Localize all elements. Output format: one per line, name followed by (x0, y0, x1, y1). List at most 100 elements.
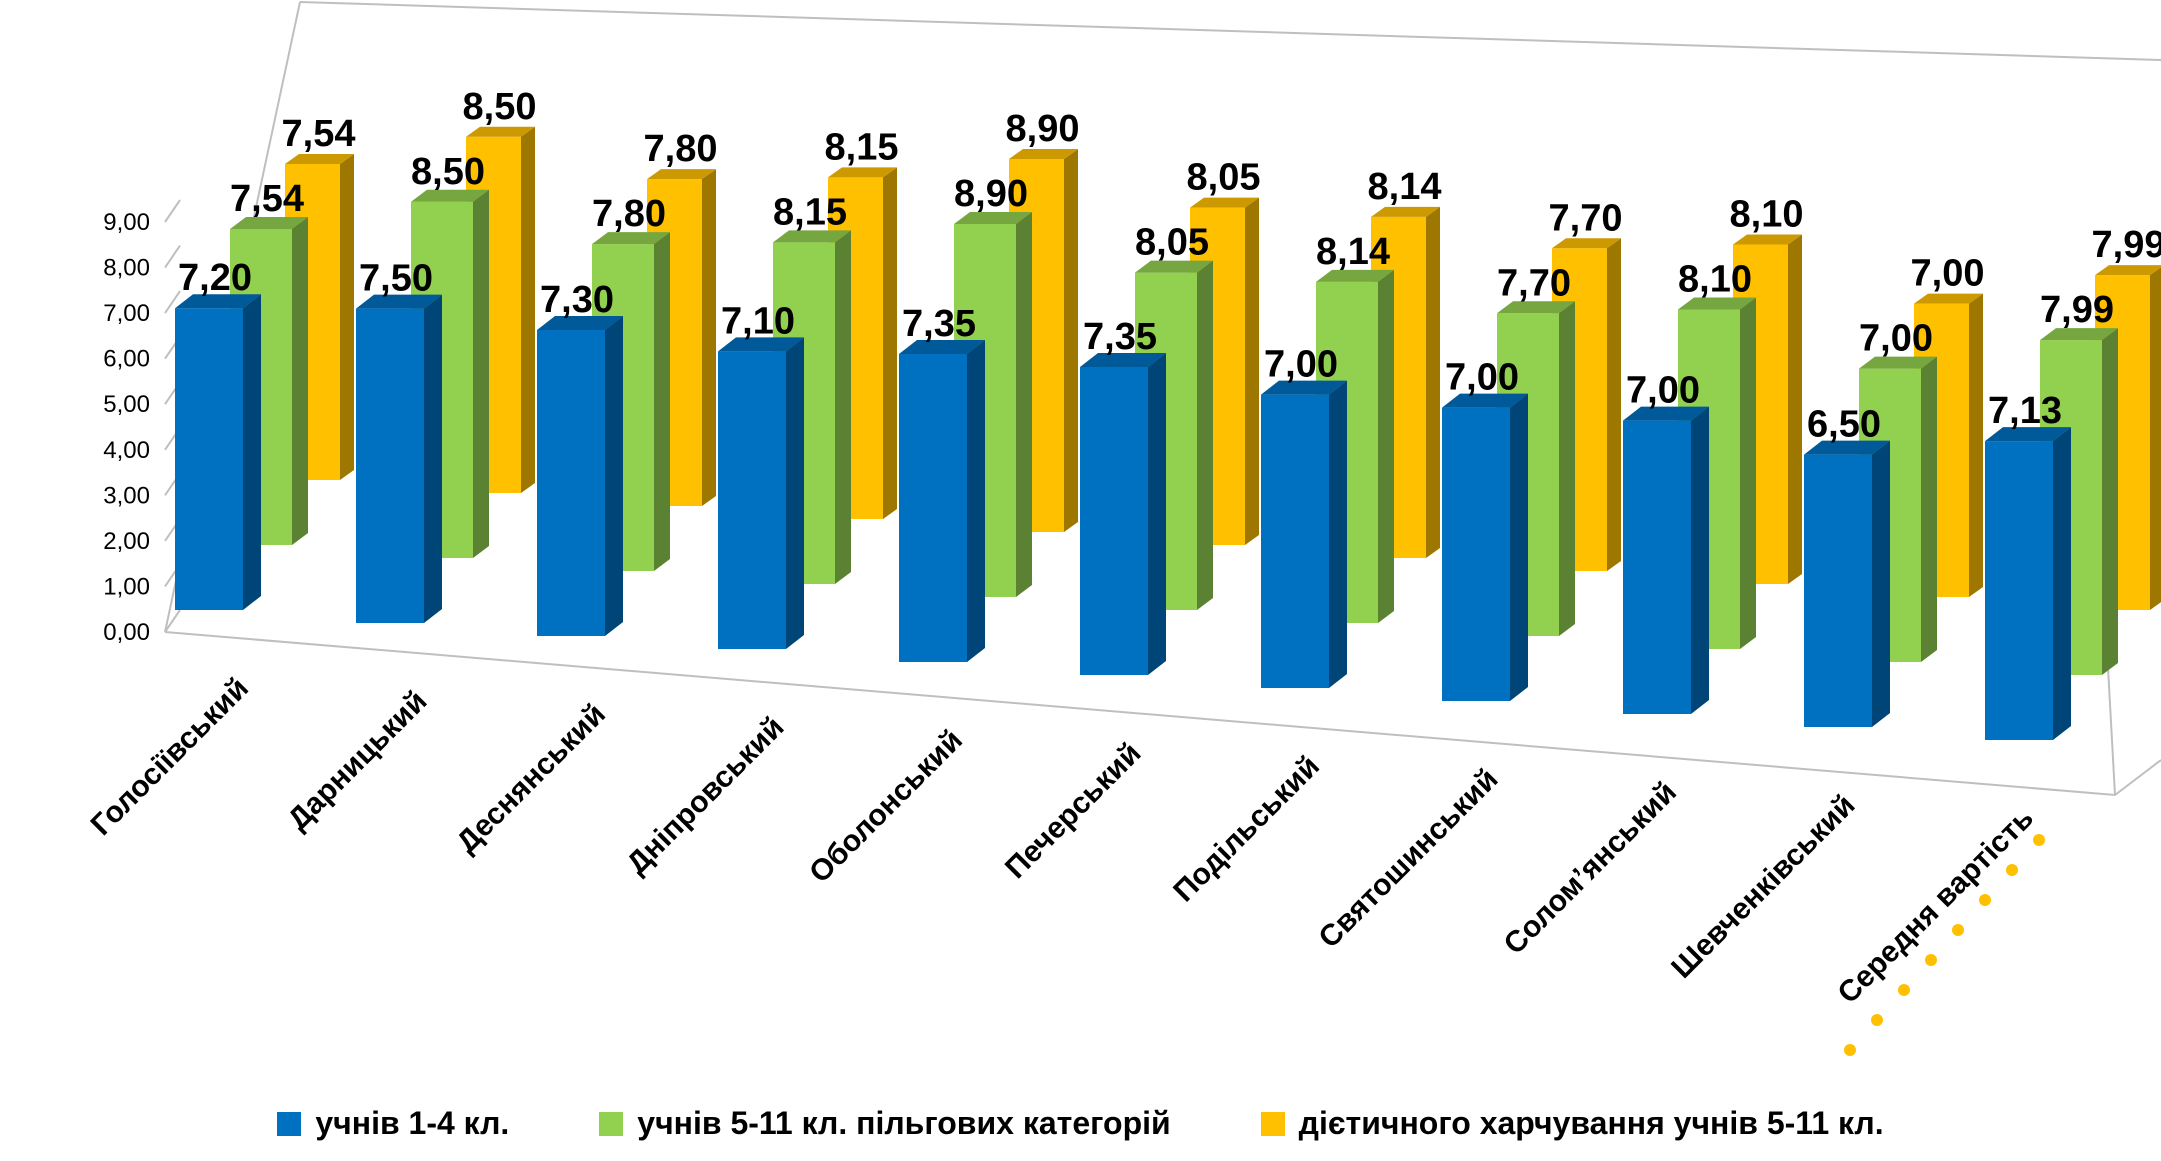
bar-s1-3-value-label: 7,30 (540, 279, 614, 321)
legend-swatch-series-3 (1260, 1111, 1285, 1136)
y-tick-mark (164, 244, 181, 269)
bar-s3-8-top (1552, 238, 1621, 249)
bar-s1-7-top (1261, 380, 1347, 395)
bar-s3-9-side (1788, 234, 1802, 584)
bar-s1-6-value-label: 7,35 (1083, 316, 1157, 358)
bar-s1-10-value-label: 6,50 (1807, 404, 1881, 446)
x-tick-label: Шевченківський (1665, 789, 1861, 985)
bar-s1-5-value-label: 7,35 (902, 303, 976, 345)
bar-s1-1-side (243, 294, 261, 610)
bar-s2-6-side (1197, 260, 1213, 610)
bar-s2-8-top (1497, 301, 1575, 314)
legend: учнів 1-4 кл. учнів 5-11 кл. пільгових к… (0, 1105, 2161, 1142)
decoration-dot (2033, 834, 2045, 846)
bar-s3-10-value-label: 7,00 (1911, 253, 1985, 295)
bar-s2-11-value-label: 7,99 (2040, 289, 2114, 331)
bar-s3-2-top (466, 126, 535, 137)
bar-s1-5-side (967, 339, 985, 662)
bar-s1-4-top (718, 337, 804, 352)
legend-item-series-1: учнів 1-4 кл. (277, 1105, 509, 1142)
bar-s1-8-side (1510, 393, 1528, 701)
bar-s1-4 (718, 351, 786, 649)
bar-s1-7-side (1329, 380, 1347, 688)
bar-s1-11-side (2053, 427, 2071, 740)
bar-s3-3-top (647, 169, 716, 180)
bar-s3-9-value-label: 8,10 (1730, 194, 1804, 236)
legend-label-series-2: учнів 5-11 кл. пільгових категорій (637, 1105, 1171, 1141)
bar-s1-9-value-label: 7,00 (1626, 370, 1700, 412)
bar-s1-3-top (537, 316, 623, 331)
bar-s2-5-top (954, 211, 1032, 224)
bar-s2-11-top (2040, 328, 2118, 341)
bar-s2-9-top (1678, 297, 1756, 310)
bar-s3-8-value-label: 7,70 (1549, 197, 1623, 239)
back-wall-top-edge (299, 1, 2161, 61)
bar-s1-5 (899, 353, 967, 662)
bar-s1-9 (1623, 420, 1691, 714)
bar-s3-6-side (1245, 197, 1259, 546)
bar-s1-10-top (1804, 440, 1890, 455)
bar-s1-4-value-label: 7,10 (721, 300, 795, 342)
bar-s2-2-top (411, 189, 489, 202)
x-tick-label: Дніпровський (621, 711, 791, 881)
bar-s2-7-value-label: 8,14 (1316, 231, 1390, 273)
decoration-dot (1952, 924, 1964, 936)
bar-s3-6-value-label: 8,05 (1187, 157, 1261, 199)
bar-s1-2-side (424, 294, 442, 623)
bar-s1-1-top (175, 294, 261, 309)
bar-s3-11-side (2150, 267, 2161, 610)
bar-s2-1-top (230, 216, 308, 229)
bar-s3-4-top (828, 167, 897, 178)
bar-s3-4-value-label: 8,15 (825, 126, 899, 168)
bar-s1-3 (537, 330, 605, 636)
bar-s1-7-value-label: 7,00 (1264, 344, 1338, 386)
x-tick-label: Середня вартість (1831, 802, 2040, 1011)
y-tick-label: 7,00 (103, 300, 150, 327)
bar-s1-2 (356, 308, 424, 623)
bar-s2-10-value-label: 7,00 (1859, 318, 1933, 360)
y-tick-mark (164, 609, 181, 633)
x-tick-label: Дарницький (282, 685, 434, 837)
decoration-dot (1844, 1044, 1856, 1056)
y-tick-label: 2,00 (103, 528, 150, 555)
bar-s3-10-top (1914, 293, 1983, 304)
y-tick-label: 8,00 (103, 255, 150, 282)
bar-s1-8-value-label: 7,00 (1445, 357, 1519, 399)
bar-s1-1 (175, 308, 243, 610)
x-tick-label: Голосіївський (85, 672, 255, 842)
y-tick-mark (164, 290, 181, 314)
bar-s2-10-top (1859, 356, 1937, 369)
bar-s1-11-top (1985, 427, 2071, 442)
y-tick-label: 5,00 (103, 391, 150, 418)
bar-s2-7-top (1316, 269, 1394, 282)
bar-s2-3-value-label: 7,80 (592, 193, 666, 235)
y-tick-label: 1,00 (103, 573, 150, 600)
decoration-dot (1979, 894, 1991, 906)
bar-s3-8-side (1607, 238, 1621, 572)
y-tick-label: 9,00 (103, 209, 150, 236)
bar-s1-1-value-label: 7,20 (178, 257, 252, 299)
bar-s3-2-side (521, 126, 535, 493)
bar-s3-7-side (1426, 206, 1440, 558)
bar-s1-7 (1261, 394, 1329, 688)
bar-s1-2-value-label: 7,50 (359, 258, 433, 300)
bar-s1-6 (1080, 366, 1148, 675)
bar-s2-5-side (1016, 211, 1032, 598)
bar-s2-3-top (592, 232, 670, 245)
bar-s3-5-side (1064, 148, 1078, 533)
y-tick-label: 0,00 (103, 619, 150, 646)
bar-s2-4-top (773, 230, 851, 243)
bar-s1-8-top (1442, 393, 1528, 408)
bar-s2-8-side (1559, 301, 1575, 636)
bar-s1-11-value-label: 7,13 (1988, 390, 2062, 432)
bar-s1-6-side (1148, 352, 1166, 675)
y-tick-label: 4,00 (103, 437, 150, 464)
bar-s2-8-value-label: 7,70 (1497, 262, 1571, 304)
legend-item-series-2: учнів 5-11 кл. пільгових категорій (599, 1105, 1171, 1142)
bar-s3-3-value-label: 7,80 (644, 128, 718, 170)
bar-s2-10-side (1921, 356, 1937, 662)
x-tick-label: Оболонський (803, 724, 969, 890)
bar-s2-4-side (835, 230, 851, 584)
bar-s1-9-side (1691, 406, 1709, 714)
bar-s2-11-side (2102, 328, 2118, 675)
